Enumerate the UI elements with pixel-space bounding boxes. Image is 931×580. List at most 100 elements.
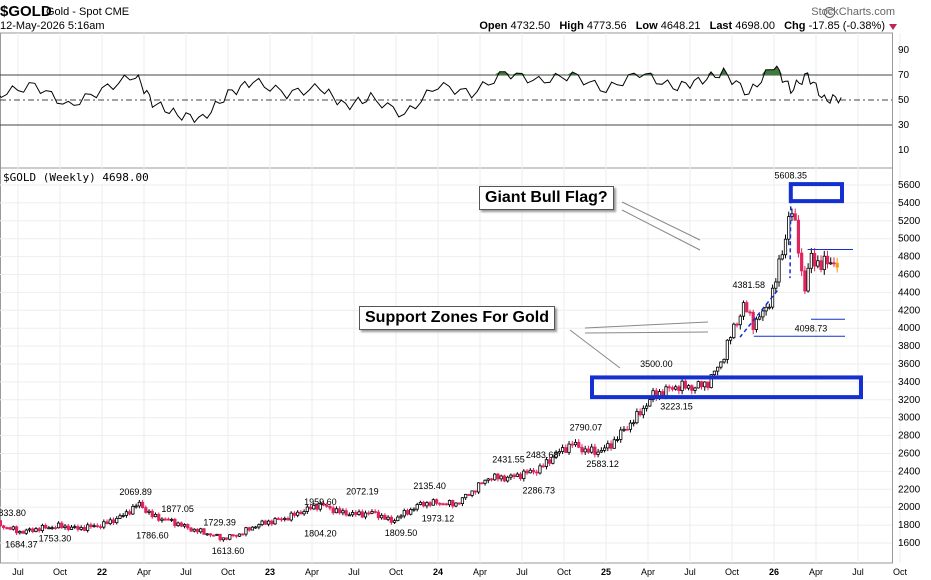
data-label-text: 2483.68 [526, 450, 559, 460]
candle-body [777, 258, 781, 283]
data-label: 1804.20 [304, 529, 337, 539]
price-y-tick-label: 4000 [898, 323, 921, 334]
candle-body [606, 443, 610, 449]
candle-body [128, 511, 132, 515]
candle-body [121, 515, 125, 517]
candle-body [376, 511, 381, 519]
candle-body [273, 518, 277, 525]
price-y-tick-label: 3000 [898, 413, 921, 424]
candle-body [783, 238, 788, 256]
support-callout-pointer [584, 321, 709, 329]
candle-body [719, 361, 723, 368]
x-tick-label: 25 [601, 567, 611, 577]
candle-body [111, 519, 116, 524]
candle-body [674, 386, 678, 390]
candle-body [5, 527, 9, 529]
rsi-y-tick-label: 70 [898, 70, 910, 81]
candle-body [577, 441, 581, 448]
candle-body [664, 386, 668, 397]
candle-body [296, 511, 300, 516]
data-label: 1809.50 [385, 528, 418, 538]
x-tick-label: Oct [725, 567, 740, 577]
candle-body [344, 510, 348, 516]
candle-body [670, 387, 675, 390]
candle-body [380, 514, 384, 519]
candle-body [612, 439, 616, 449]
candle-body [767, 306, 771, 309]
x-tick-label: 23 [265, 567, 275, 577]
candle-body [683, 380, 687, 389]
data-label: 1877.05 [161, 504, 194, 514]
candle-body [586, 448, 591, 453]
candle-body [712, 370, 717, 376]
candle-body [431, 499, 435, 506]
candle-body [535, 471, 539, 474]
candle-body [234, 534, 238, 537]
price-panel-label: $GOLD (Weekly) 4698.00 [1, 171, 151, 184]
candle-body [257, 524, 261, 528]
candle-body [754, 318, 759, 330]
candle-body [263, 520, 267, 525]
candle-body [515, 473, 519, 477]
candle-body [819, 260, 823, 271]
candle-body [415, 504, 419, 510]
candle-body [163, 518, 167, 521]
candle-body [525, 470, 529, 474]
bull-flag-callout: Giant Bull Flag? [479, 186, 614, 210]
data-label-text: 1877.05 [161, 504, 194, 514]
brand-label[interactable]: StockCharts.com [811, 6, 895, 18]
candle-body [11, 526, 15, 530]
candle-body [315, 504, 319, 510]
candle-body [787, 216, 791, 240]
candle-body [34, 528, 38, 533]
candle-body [690, 385, 694, 391]
candle-body [383, 514, 387, 520]
data-label: 1684.37 [5, 539, 38, 549]
candle-body [195, 528, 200, 533]
candle-body [522, 470, 526, 479]
candle-body [434, 499, 439, 504]
candle-body [780, 254, 784, 260]
candle-body [231, 534, 235, 537]
candle-body [602, 447, 607, 451]
rsi-y-tick-label: 90 [898, 45, 910, 56]
candle-body [354, 512, 358, 515]
candle-body [92, 525, 96, 528]
data-label: 2483.68 [526, 450, 559, 460]
candle-body [425, 502, 429, 507]
x-tick-label: Oct [557, 567, 572, 577]
candle-body [628, 422, 633, 430]
candle-body [680, 380, 684, 392]
data-label: 2135.40 [413, 481, 446, 491]
candle-body [357, 511, 361, 515]
candle-body [321, 502, 326, 506]
candle-body [60, 522, 64, 529]
candle-body [447, 500, 452, 506]
candle-body [538, 465, 542, 474]
candle-body [454, 502, 458, 507]
price-y-tick-label: 4600 [898, 270, 921, 281]
candle-body [467, 493, 471, 496]
data-label-text: 2135.40 [413, 481, 446, 491]
candle-body [8, 527, 12, 530]
price-y-tick-label: 3800 [898, 341, 921, 352]
x-tick-label: Apr [305, 567, 319, 577]
candle-body [835, 262, 839, 268]
candle-body [806, 267, 810, 292]
data-label-text: 3223.15 [660, 402, 693, 412]
data-label-text: 1753.30 [39, 533, 72, 543]
candle-body [560, 447, 565, 452]
candle-body [800, 252, 804, 272]
data-label: 3223.15 [660, 402, 693, 412]
candle-body [641, 407, 645, 416]
price-y-tick-label: 1800 [898, 520, 921, 531]
candle-body [170, 518, 174, 521]
candle-body [496, 473, 500, 480]
candle-body [192, 528, 196, 532]
candle-body [703, 381, 707, 388]
data-label-text: 4381.58 [733, 280, 766, 290]
candle-body [56, 522, 61, 529]
candle-body [402, 510, 406, 517]
data-label-text: 1973.12 [422, 514, 455, 524]
chevron-down-icon[interactable] [889, 24, 897, 30]
